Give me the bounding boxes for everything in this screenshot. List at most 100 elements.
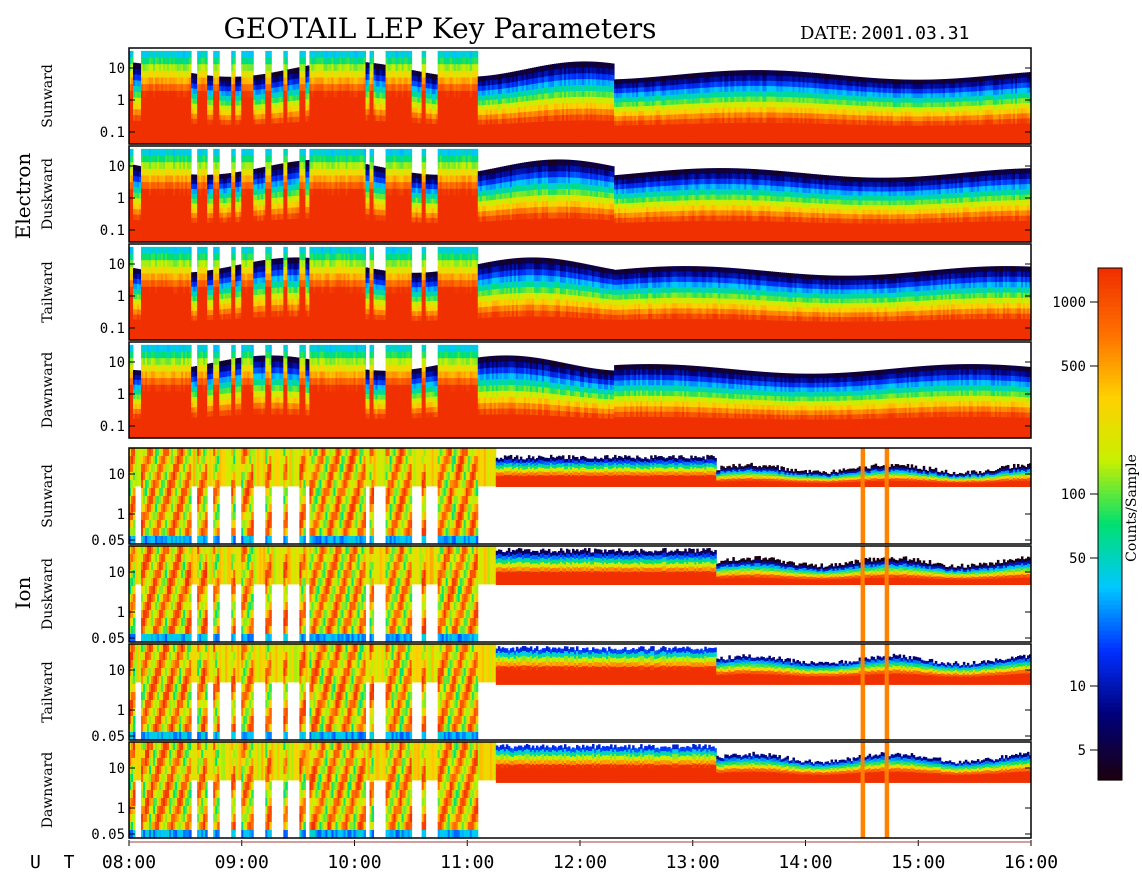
colorbar-segment (1098, 678, 1122, 683)
colorbar-segment (1098, 498, 1122, 503)
colorbar-segment (1098, 575, 1122, 580)
colorbar-segment (1098, 409, 1122, 414)
y-tick-label: 10 (108, 257, 125, 273)
colorbar-segment (1098, 426, 1122, 431)
colorbar-segment (1098, 686, 1122, 691)
y-tick-label: 10 (108, 761, 125, 777)
colorbar-segment (1098, 328, 1122, 333)
colorbar-segment (1098, 294, 1122, 299)
colorbar-segment (1098, 592, 1122, 597)
colorbar-segment (1098, 345, 1122, 350)
panel-electron-tailward (129, 244, 1032, 341)
colorbar-segment (1098, 387, 1122, 392)
colorbar-segment (1098, 400, 1122, 405)
panel-label: Dawnward (40, 752, 56, 829)
x-tick-label: 11:00 (440, 852, 494, 873)
colorbar-segment (1098, 695, 1122, 700)
date-label: DATE: (800, 23, 858, 44)
colorbar-segment (1098, 353, 1122, 358)
colorbar-segment (1098, 639, 1122, 644)
colorbar-segment (1098, 460, 1122, 465)
y-tick-label: 1 (117, 605, 125, 621)
colorbar-segment (1098, 742, 1122, 747)
colorbar-segment (1098, 754, 1122, 759)
y-tick-label: 1 (117, 703, 125, 719)
colorbar-segment (1098, 370, 1122, 375)
colorbar-segment (1098, 699, 1122, 704)
y-tick-label: 10 (108, 61, 125, 77)
x-tick-label: 09:00 (215, 852, 269, 873)
colorbar-segment (1098, 631, 1122, 636)
colorbar-tick-label: 5 (1078, 743, 1086, 759)
colorbar-segment (1098, 652, 1122, 657)
colorbar-segment (1098, 451, 1122, 456)
spectrogram-figure: GEOTAIL LEP Key Parameters DATE: 2001.03… (0, 0, 1142, 880)
colorbar-segment (1098, 703, 1122, 708)
colorbar-segment (1098, 562, 1122, 567)
colorbar-segment (1098, 767, 1122, 772)
colorbar-segment (1098, 656, 1122, 661)
colorbar-segment (1098, 763, 1122, 768)
colorbar-segment (1098, 477, 1122, 482)
colorbar-segment (1098, 383, 1122, 388)
colorbar-tick-label: 500 (1061, 359, 1086, 375)
colorbar-segment (1098, 277, 1122, 282)
colorbar-segment (1098, 494, 1122, 499)
colorbar-segment (1098, 375, 1122, 380)
chart-title: GEOTAIL LEP Key Parameters (224, 12, 657, 45)
y-tick-label: 0.1 (100, 321, 125, 337)
colorbar-segment (1098, 268, 1122, 273)
colorbar-segment (1098, 605, 1122, 610)
colorbar-segment (1098, 635, 1122, 640)
colorbar-segment (1098, 643, 1122, 648)
colorbar-segment (1098, 558, 1122, 563)
panel-label: Duskward (40, 558, 56, 630)
colorbar-segment (1098, 443, 1122, 448)
colorbar-segment (1098, 515, 1122, 520)
y-tick-label: 0.1 (100, 125, 125, 141)
colorbar-segment (1098, 285, 1122, 290)
panels-layer (129, 48, 1032, 839)
colorbar-segment (1098, 311, 1122, 316)
colorbar-segment (1098, 618, 1122, 623)
x-tick-label: 10:00 (327, 852, 381, 873)
colorbar-segment (1098, 725, 1122, 730)
colorbar-segment (1098, 464, 1122, 469)
colorbar-segment (1098, 281, 1122, 286)
time-axis-prefix: U T (30, 852, 81, 873)
colorbar-segment (1098, 733, 1122, 738)
colorbar-segment (1098, 554, 1122, 559)
y-tick-label: 1 (117, 289, 125, 305)
panel-ion-tailward (129, 644, 1032, 741)
colorbar-segment (1098, 332, 1122, 337)
colorbar-segment (1098, 503, 1122, 508)
colorbar-segment (1098, 379, 1122, 384)
colorbar-segment (1098, 289, 1122, 294)
colorbar-segment (1098, 541, 1122, 546)
electron-group-label: Electron (11, 153, 35, 240)
date-value: 2001.03.31 (861, 23, 969, 44)
colorbar-segment (1098, 366, 1122, 371)
x-tick-label: 14:00 (778, 852, 832, 873)
colorbar-segment (1098, 669, 1122, 674)
ion-group-label: Ion (11, 576, 35, 609)
colorbar-segment (1098, 720, 1122, 725)
colorbar-segment (1098, 319, 1122, 324)
colorbar-segment (1098, 648, 1122, 653)
colorbar-segment (1098, 759, 1122, 764)
colorbar-segment (1098, 473, 1122, 478)
y-tick-label: 10 (108, 159, 125, 175)
colorbar-segment (1098, 673, 1122, 678)
colorbar-tick-label: 100 (1061, 487, 1086, 503)
y-tick-label: 0.05 (91, 533, 125, 549)
colorbar-segment (1098, 601, 1122, 606)
colorbar-segment (1098, 614, 1122, 619)
y-tick-label: 10 (108, 467, 125, 483)
panel-label: Sunward (40, 464, 56, 528)
x-tick-label: 12:00 (553, 852, 607, 873)
x-tick-label: 13:00 (666, 852, 720, 873)
colorbar-segment (1098, 622, 1122, 627)
panel-label: Tailward (40, 661, 56, 723)
colorbar-segment (1098, 323, 1122, 328)
colorbar-segment (1098, 511, 1122, 516)
